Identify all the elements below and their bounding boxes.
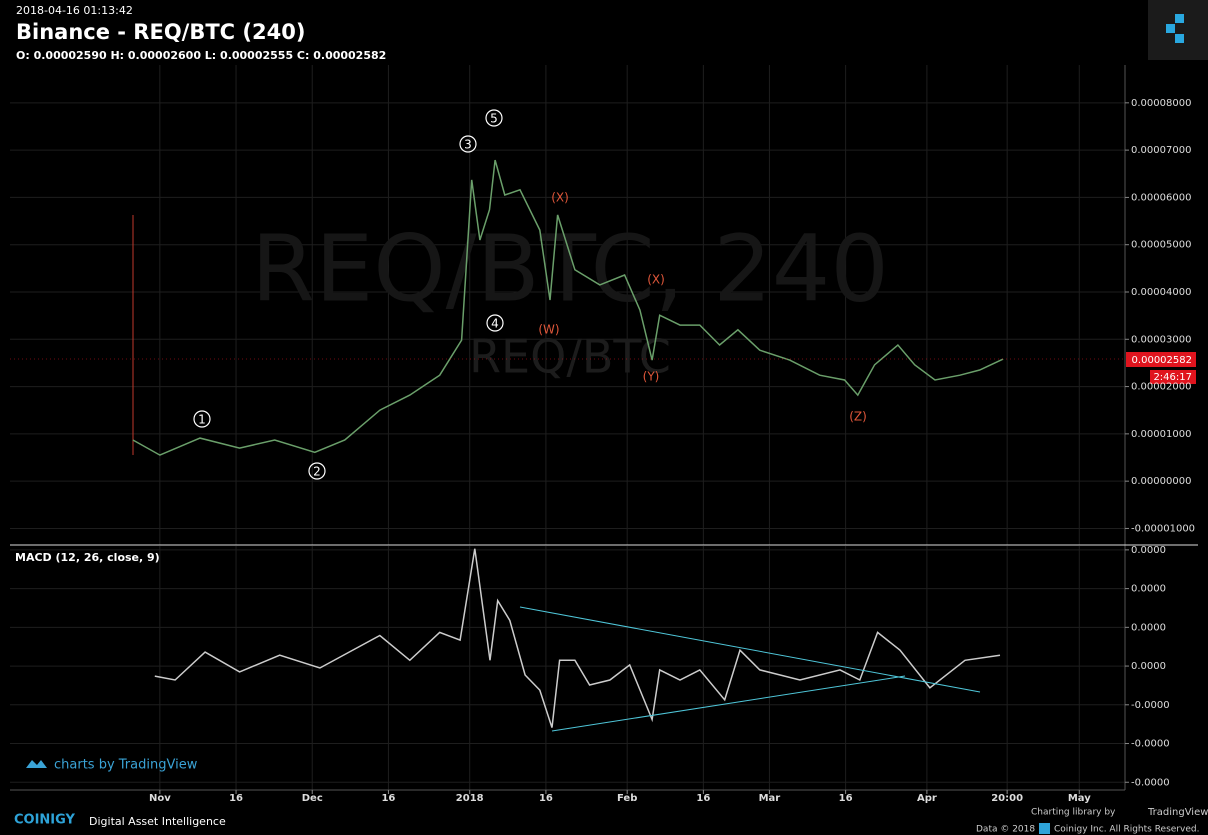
trend-line <box>551 675 906 732</box>
y-tick-label: 0.00001000 <box>1131 429 1191 440</box>
wave-label: (X) <box>551 191 569 205</box>
y-tick-label: -0.0000 <box>1131 777 1170 788</box>
x-tick-label: 16 <box>381 793 395 804</box>
series-line <box>132 159 1004 456</box>
x-tick-label: Feb <box>617 793 637 804</box>
wave-label: 4 <box>491 317 499 331</box>
wave-label: 1 <box>198 413 206 427</box>
y-tick-label: 0.00007000 <box>1131 145 1191 156</box>
x-tick-label: Dec <box>302 793 323 804</box>
marks <box>10 159 1125 728</box>
watermark: REQ/BTC, 240 <box>251 215 889 322</box>
y-tick-label: -0.00001000 <box>1131 523 1195 534</box>
coinigy-icon <box>1039 823 1050 834</box>
wave-circle <box>193 410 211 428</box>
x-tick-label: 2018 <box>456 793 484 804</box>
wave-label: 2 <box>313 465 321 479</box>
wave-circle <box>459 135 477 153</box>
tv-icon <box>26 760 47 768</box>
logo-shape <box>1175 14 1184 23</box>
x-tick-label: 16 <box>839 793 853 804</box>
y-tick-label: 0.0000 <box>1131 584 1166 595</box>
y-tick-label: 0.0000 <box>1131 661 1166 672</box>
last-price: 0.00002582 <box>1132 355 1192 366</box>
y-tick-label: -0.0000 <box>1131 739 1170 750</box>
y-tick-label: 0.00005000 <box>1131 240 1191 251</box>
wave-circle <box>308 462 326 480</box>
x-tick-label: Apr <box>917 793 937 804</box>
x-tick-label: 16 <box>539 793 553 804</box>
x-tick-label: Mar <box>759 793 781 804</box>
y-tick-label: -0.0000 <box>1131 700 1170 711</box>
y-tick-label: 0.0000 <box>1131 622 1166 633</box>
y-tick-label: 0.00008000 <box>1131 98 1191 109</box>
y-tick-label: 0.00000000 <box>1131 476 1191 487</box>
trend-line <box>519 606 981 693</box>
countdown-tag <box>1150 370 1196 384</box>
sub-watermark: REQ/BTC <box>469 330 671 384</box>
footer-bar <box>0 805 1208 835</box>
wave-label: 3 <box>464 138 472 152</box>
tv-badge: charts by TradingView <box>54 758 198 773</box>
wave-label: (Z) <box>849 410 867 424</box>
wave-label: (Y) <box>643 370 660 384</box>
series-line <box>154 548 1001 728</box>
logo-shape <box>1175 34 1184 43</box>
y-tick-label: 0.00003000 <box>1131 334 1191 345</box>
y-tick-label: 0.00006000 <box>1131 192 1191 203</box>
grid <box>10 65 1125 790</box>
macd-title: MACD (12, 26, close, 9) <box>15 551 160 564</box>
x-tick-label: 16 <box>696 793 710 804</box>
title: Binance - REQ/BTC (240) <box>16 20 305 44</box>
wave-label: 5 <box>490 112 498 126</box>
logo-shape <box>1166 24 1175 33</box>
library: Charting library by <box>1031 808 1116 818</box>
ohlc: O: 0.00002590 H: 0.00002600 L: 0.0000255… <box>16 49 386 62</box>
timestamp: 2018-04-16 01:13:42 <box>16 4 133 17</box>
x-tick-label: May <box>1068 793 1091 804</box>
wave-circle <box>485 109 503 127</box>
data-copy: Data © 2018 <box>976 825 1035 835</box>
library-name: TradingView <box>1147 807 1208 818</box>
x-tick-label: Nov <box>149 793 171 804</box>
logo-box <box>1148 0 1208 60</box>
wave-circle <box>486 314 504 332</box>
tagline: Digital Asset Intelligence <box>89 815 226 828</box>
brand: COINIGY <box>14 813 76 828</box>
x-tick-label: 16 <box>229 793 243 804</box>
last-price-tag <box>1126 352 1196 367</box>
wave-label: (X) <box>647 273 665 287</box>
y-tick-label: 0.00004000 <box>1131 287 1191 298</box>
wave-label: (W) <box>538 323 559 337</box>
rights: Coinigy Inc. All Rights Reserved. <box>1054 825 1199 835</box>
x-tick-label: 20:00 <box>991 793 1023 804</box>
y-tick-label: 0.00002000 <box>1131 382 1191 393</box>
countdown: 2:46:17 <box>1153 372 1192 383</box>
y-tick-label: 0.0000 <box>1131 545 1166 556</box>
